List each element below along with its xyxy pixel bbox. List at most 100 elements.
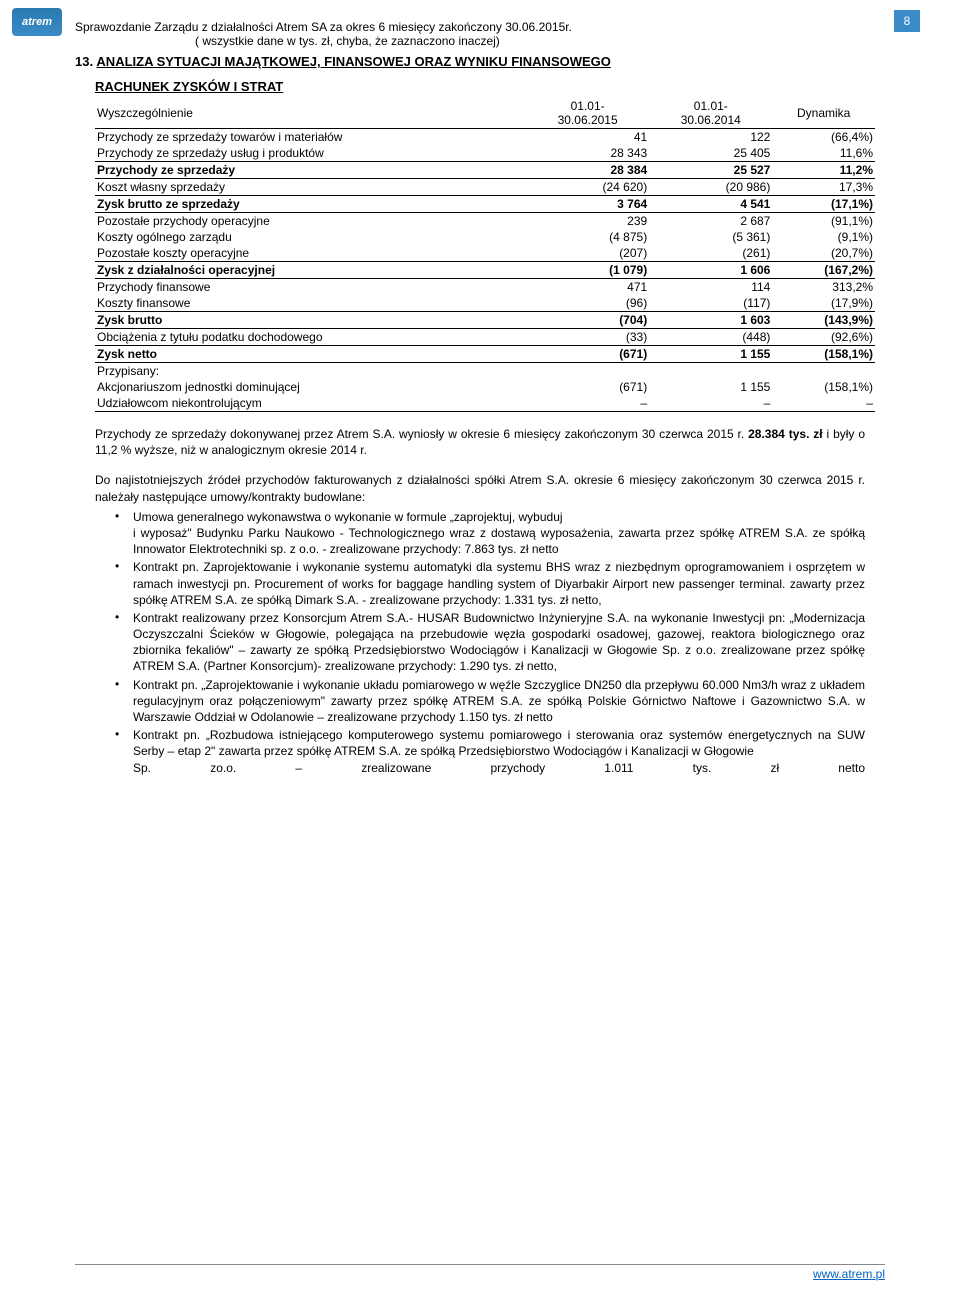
bullet-list: •Umowa generalnego wykonawstwa o wykonan… — [115, 509, 865, 776]
row-value-2: 25 527 — [649, 162, 772, 179]
bullet-text: Umowa generalnego wykonawstwa o wykonani… — [133, 509, 865, 525]
row-dyn: (92,6%) — [772, 329, 875, 346]
bullet-text: Kontrakt pn. Zaprojektowanie i wykonanie… — [133, 559, 865, 608]
row-dyn: 17,3% — [772, 179, 875, 196]
row-value-1: 41 — [526, 129, 649, 146]
row-value-2: 1 155 — [649, 379, 772, 395]
row-label: Koszty ogólnego zarządu — [95, 229, 526, 245]
list-item: •Kontrakt pn. „Rozbudowa istniejącego ko… — [115, 727, 865, 776]
document-header: Sprawozdanie Zarządu z działalności Atre… — [75, 20, 885, 48]
table-row: Obciążenia z tytułu podatku dochodowego (… — [95, 329, 875, 346]
bullet-text: Kontrakt pn. „Zaprojektowanie i wykonani… — [133, 677, 865, 726]
row-value-1: 28 384 — [526, 162, 649, 179]
list-item: •Umowa generalnego wykonawstwa o wykonan… — [115, 509, 865, 558]
col-head-dyn: Dynamika — [772, 98, 875, 129]
row-value-1: 471 — [526, 279, 649, 296]
row-value-1: (96) — [526, 295, 649, 312]
row-label: Przychody finansowe — [95, 279, 526, 296]
row-value-1: – — [526, 395, 649, 412]
financial-table: Wyszczególnienie 01.01- 30.06.2015 01.01… — [95, 98, 875, 412]
row-dyn: (167,2%) — [772, 262, 875, 279]
col-head-label: Wyszczególnienie — [95, 98, 526, 129]
row-dyn: (158,1%) — [772, 379, 875, 395]
table-row: Przychody ze sprzedaży28 38425 52711,2% — [95, 162, 875, 179]
row-dyn: (66,4%) — [772, 129, 875, 146]
row-value-1 — [526, 363, 649, 380]
row-value-1: 3 764 — [526, 196, 649, 213]
row-value-1: (704) — [526, 312, 649, 329]
bullet-dot: • — [115, 559, 133, 608]
row-label: Przychody ze sprzedaży — [95, 162, 526, 179]
row-value-2: 1 155 — [649, 346, 772, 363]
page-footer: www.atrem.pl — [75, 1264, 885, 1281]
row-label: Przychody ze sprzedaży usług i produktów — [95, 145, 526, 162]
bullet-text: Kontrakt realizowany przez Konsorcjum At… — [133, 610, 865, 675]
table-row: Pozostałe koszty operacyjne(207)(261)(20… — [95, 245, 875, 262]
table-row: Przychody ze sprzedaży usług i produktów… — [95, 145, 875, 162]
table-row: Przypisany: — [95, 363, 875, 380]
row-dyn: (143,9%) — [772, 312, 875, 329]
row-value-2: (448) — [649, 329, 772, 346]
header-line-1: Sprawozdanie Zarządu z działalności Atre… — [75, 20, 885, 34]
row-value-2: 114 — [649, 279, 772, 296]
bullet-dot: • — [115, 610, 133, 675]
row-value-2: (117) — [649, 295, 772, 312]
row-label: Pozostałe przychody operacyjne — [95, 213, 526, 230]
table-row: Przychody ze sprzedaży towarów i materia… — [95, 129, 875, 146]
section-heading: 13. ANALIZA SYTUACJI MAJĄTKOWEJ, FINANSO… — [75, 54, 885, 69]
row-dyn: (17,1%) — [772, 196, 875, 213]
row-label: Obciążenia z tytułu podatku dochodowego — [95, 329, 526, 346]
table-row: Zysk z działalności operacyjnej(1 079)1 … — [95, 262, 875, 279]
table-row: Koszt własny sprzedaży(24 620)(20 986)17… — [95, 179, 875, 196]
row-value-1: (207) — [526, 245, 649, 262]
footer-link[interactable]: www.atrem.pl — [813, 1267, 885, 1281]
table-subheading: RACHUNEK ZYSKÓW I STRAT — [95, 79, 885, 94]
row-label: Przychody ze sprzedaży towarów i materia… — [95, 129, 526, 146]
section-title: ANALIZA SYTUACJI MAJĄTKOWEJ, FINANSOWEJ … — [96, 54, 610, 69]
table-row: Przychody finansowe471114313,2% — [95, 279, 875, 296]
table-row: Koszty ogólnego zarządu(4 875)(5 361)(9,… — [95, 229, 875, 245]
table-row: Koszty finansowe(96)(117)(17,9%) — [95, 295, 875, 312]
row-label: Koszty finansowe — [95, 295, 526, 312]
list-item: •Kontrakt pn. „Zaprojektowanie i wykonan… — [115, 677, 865, 726]
table-row: Zysk brutto(704)1 603(143,9%) — [95, 312, 875, 329]
row-value-1: (671) — [526, 346, 649, 363]
row-value-1: (1 079) — [526, 262, 649, 279]
row-label: Przypisany: — [95, 363, 526, 380]
row-value-2: (20 986) — [649, 179, 772, 196]
row-value-1: (671) — [526, 379, 649, 395]
row-label: Zysk brutto ze sprzedaży — [95, 196, 526, 213]
row-dyn: – — [772, 395, 875, 412]
table-row: Pozostałe przychody operacyjne2392 687(9… — [95, 213, 875, 230]
bullet-dot: • — [115, 677, 133, 726]
col-head-2a: 01.01- — [651, 99, 770, 113]
row-dyn: (9,1%) — [772, 229, 875, 245]
row-dyn: (91,1%) — [772, 213, 875, 230]
row-dyn: 11,2% — [772, 162, 875, 179]
col-head-period2: 01.01- 30.06.2014 — [649, 98, 772, 129]
row-value-2 — [649, 363, 772, 380]
list-item: •Kontrakt realizowany przez Konsorcjum A… — [115, 610, 865, 675]
table-row: Akcjonariuszom jednostki dominującej(671… — [95, 379, 875, 395]
row-value-2: – — [649, 395, 772, 412]
col-head-1b: 30.06.2015 — [528, 113, 647, 127]
row-dyn: (20,7%) — [772, 245, 875, 262]
bullet-lastline: Sp. zo.o. – zrealizowane przychody 1.011… — [133, 760, 865, 776]
row-dyn: (17,9%) — [772, 295, 875, 312]
row-value-1: (24 620) — [526, 179, 649, 196]
table-row: Udziałowcom niekontrolującym––– — [95, 395, 875, 412]
row-value-2: 1 606 — [649, 262, 772, 279]
row-label: Zysk brutto — [95, 312, 526, 329]
bullet-text: Kontrakt pn. „Rozbudowa istniejącego kom… — [133, 727, 865, 759]
bullet-dot: • — [115, 509, 133, 558]
col-head-period1: 01.01- 30.06.2015 — [526, 98, 649, 129]
table-row: Zysk netto(671)1 155(158,1%) — [95, 346, 875, 363]
row-value-2: 2 687 — [649, 213, 772, 230]
row-dyn — [772, 363, 875, 380]
row-dyn: 11,6% — [772, 145, 875, 162]
list-item: •Kontrakt pn. Zaprojektowanie i wykonani… — [115, 559, 865, 608]
header-line-2: ( wszystkie dane w tys. zł, chyba, że za… — [195, 34, 885, 48]
col-head-1a: 01.01- — [528, 99, 647, 113]
row-dyn: (158,1%) — [772, 346, 875, 363]
row-label: Zysk z działalności operacyjnej — [95, 262, 526, 279]
